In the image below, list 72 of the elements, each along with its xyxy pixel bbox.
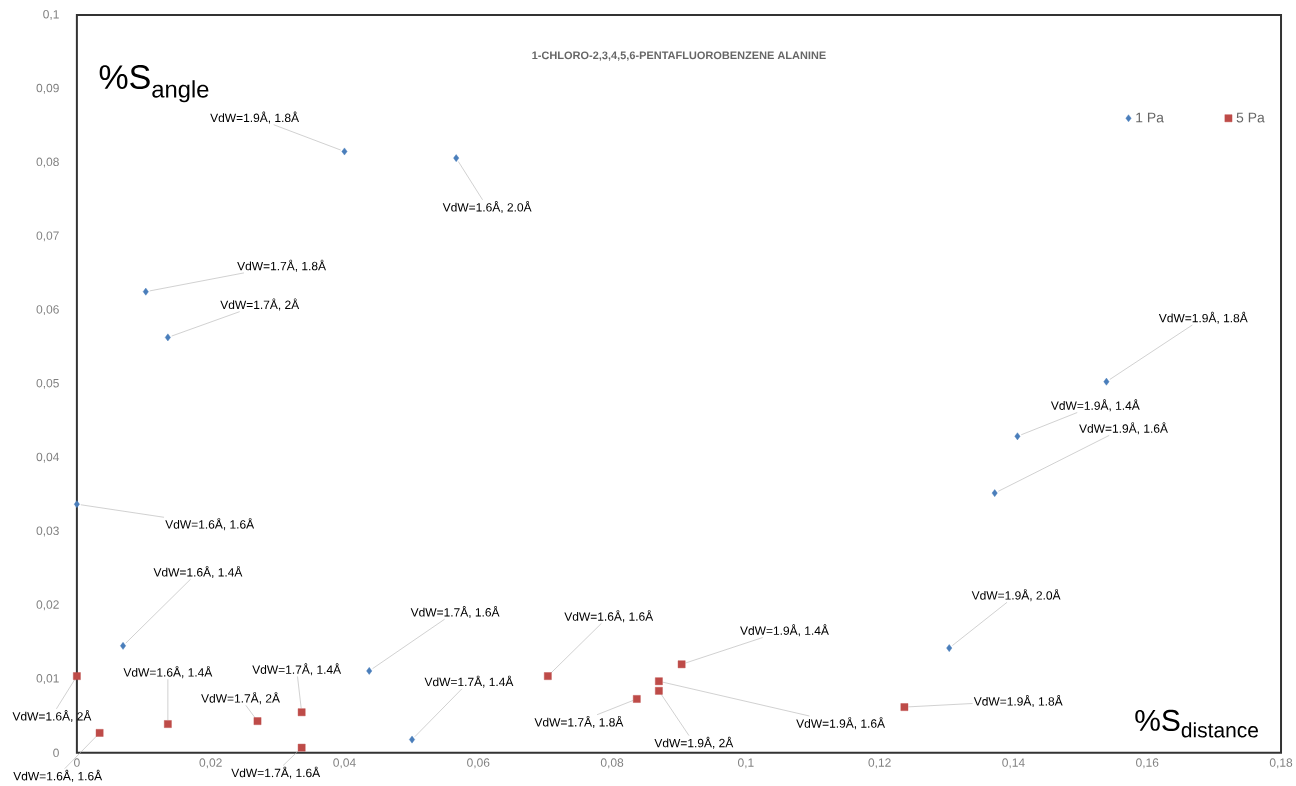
point xyxy=(142,287,149,296)
point xyxy=(1014,432,1021,441)
point xyxy=(655,677,663,686)
annotation: VdW=1.9Å, 1.6Å xyxy=(1079,422,1168,435)
point xyxy=(900,703,909,711)
y-tick-label: 0,06 xyxy=(36,305,59,316)
point xyxy=(1103,378,1110,386)
annotation: VdW=1.7Å, 1.4Å xyxy=(252,663,342,676)
point xyxy=(991,489,998,498)
y-tick-label: 0,01 xyxy=(36,674,59,685)
point xyxy=(164,333,171,342)
x-tick-label: 0,18 xyxy=(1269,758,1293,769)
point xyxy=(677,660,686,669)
annotation: VdW=1.9Å, 1.4Å xyxy=(740,624,829,637)
annotation: VdW=1.6Å, 1.4Å xyxy=(123,666,213,679)
legend-label: 5 Pa xyxy=(1236,112,1265,123)
point xyxy=(95,729,104,737)
x-tick-label: 0,06 xyxy=(467,758,490,769)
annotation: VdW=1.9Å, 1.6Å xyxy=(796,717,886,730)
point xyxy=(73,672,81,680)
annotation: VdW=1.7Å, 1.8Å xyxy=(534,716,624,729)
annotation: VdW=1.6Å, 1.4Å xyxy=(153,566,243,579)
y-tick-label: 0,04 xyxy=(36,452,60,463)
annotation: VdW=1.7Å, 1.8Å xyxy=(237,259,326,272)
point xyxy=(453,154,460,163)
point xyxy=(341,147,348,156)
point xyxy=(544,672,552,680)
point xyxy=(946,644,953,652)
x-tick-label: 0,1 xyxy=(737,758,754,769)
text: 1-CHLORO-2,3,4,5,6-PENTAFLUOROBENZENE ALANINE xyxy=(532,51,826,61)
annotation: VdW=1.7Å, 1.6Å xyxy=(231,766,321,779)
y-tick-label: 0,07 xyxy=(36,231,59,242)
point xyxy=(120,642,126,650)
y-tick-label: 0,08 xyxy=(36,157,59,168)
x-tick-label: 0,02 xyxy=(199,758,222,769)
annotation: VdW=1.9Å, 2.0Å xyxy=(971,589,1061,602)
point xyxy=(633,695,641,703)
annotation: VdW=1.7Å, 1.6Å xyxy=(410,606,500,619)
y-tick-label: 0,09 xyxy=(36,83,59,94)
x-tick-label: 0,08 xyxy=(600,758,624,769)
point xyxy=(366,667,373,675)
annotation: VdW=1.7Å, 2Å xyxy=(220,298,300,311)
y-tick-label: 0,03 xyxy=(36,526,59,537)
annotation: VdW=1.9Å, 1.8Å xyxy=(1158,311,1248,324)
y-tick-label: 0,1 xyxy=(43,10,59,21)
legend-label: 1 Pa xyxy=(1136,112,1164,123)
annotation: VdW=1.9Å, 1.4Å xyxy=(1050,399,1140,412)
annotation: VdW=1.6Å, 1.6Å xyxy=(564,610,654,623)
point xyxy=(164,720,172,728)
annotation: VdW=1.9Å, 1.8Å xyxy=(973,695,1063,708)
annotation: VdW=1.7Å, 1.4Å xyxy=(424,675,514,688)
annotation: VdW=1.6Å, 1.6Å xyxy=(13,769,103,782)
x-axis-title: %S$_{distance}$ xyxy=(1135,709,1258,738)
annotation: VdW=1.6Å, 2.0Å xyxy=(442,201,532,214)
y-tick-label: 0 xyxy=(53,748,59,758)
annotation: VdW=1.7Å, 2Å xyxy=(201,692,280,705)
annotation: VdW=1.9Å, 2Å xyxy=(654,736,734,749)
point xyxy=(253,717,262,726)
y-tick-label: 0,02 xyxy=(36,600,59,611)
x-tick-label: 0,14 xyxy=(1002,758,1025,769)
y-axis-title: %S$_{angle}$ xyxy=(99,65,209,103)
point xyxy=(655,687,663,695)
point xyxy=(73,500,80,509)
y-tick-label: 0,05 xyxy=(36,379,59,389)
annotation: VdW=1.9Å, 1.8Å xyxy=(210,111,300,124)
x-tick-label: 0 xyxy=(74,758,80,767)
point xyxy=(297,708,306,717)
point xyxy=(297,743,306,752)
x-tick-label: 0,16 xyxy=(1136,758,1159,769)
annotation: VdW=1.6Å, 1.6Å xyxy=(165,518,255,531)
x-tick-label: 0,12 xyxy=(868,758,891,769)
x-tick-label: 0,04 xyxy=(333,758,356,769)
